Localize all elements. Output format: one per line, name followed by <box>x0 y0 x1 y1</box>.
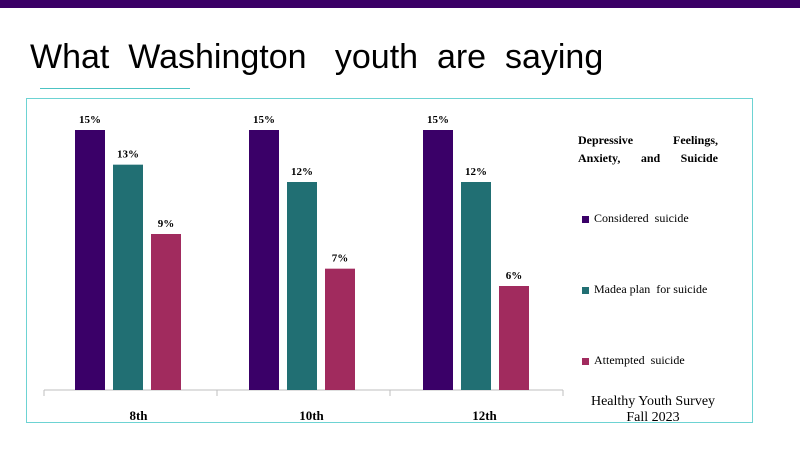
legend-label: Madea plan for suicide <box>594 282 708 296</box>
bar <box>113 164 143 390</box>
bar <box>75 130 105 390</box>
data-label: 15% <box>427 114 449 126</box>
data-label: 15% <box>253 114 275 126</box>
source-note: Healthy Youth Survey Fall 2023 <box>578 394 728 426</box>
legend-swatch <box>582 215 589 223</box>
legend-title: Depressive Feelings, Anxiety, and Suicid… <box>578 133 718 165</box>
legend-item: Attempted suicide <box>582 353 685 368</box>
x-tick-label: 12th <box>472 408 497 423</box>
chart-frame <box>26 98 753 423</box>
legend-swatch <box>582 357 589 365</box>
data-label: 12% <box>291 166 313 178</box>
legend-label: Attempted suicide <box>594 353 685 367</box>
data-label: 6% <box>506 270 523 282</box>
bar <box>249 130 279 390</box>
data-label: 15% <box>79 114 101 126</box>
data-label: 9% <box>158 218 175 230</box>
legend-item: Madea plan for suicide <box>582 282 707 297</box>
x-tick-label: 10th <box>299 408 324 423</box>
data-label: 12% <box>465 166 487 178</box>
chart-legend: Depressive Feelings, Anxiety, and Suicid… <box>578 131 718 367</box>
bar <box>461 182 491 390</box>
source-line-1: Healthy Youth Survey <box>590 394 716 409</box>
bar <box>151 234 181 390</box>
title-underline <box>40 88 190 89</box>
data-label: 13% <box>117 149 139 161</box>
x-tick-label: 8th <box>129 408 148 423</box>
top-accent-bar <box>0 0 800 8</box>
source-line-2: Fall 2023 <box>626 410 680 425</box>
legend-swatch <box>582 286 589 294</box>
data-label: 7% <box>332 253 349 265</box>
bar <box>287 182 317 390</box>
legend-label: Considered suicide <box>594 211 689 225</box>
page-title: What Washington youth are saying <box>30 38 604 76</box>
bar <box>325 268 355 390</box>
bar <box>423 130 453 390</box>
bar <box>499 286 529 390</box>
legend-item: Considered suicide <box>582 211 689 226</box>
